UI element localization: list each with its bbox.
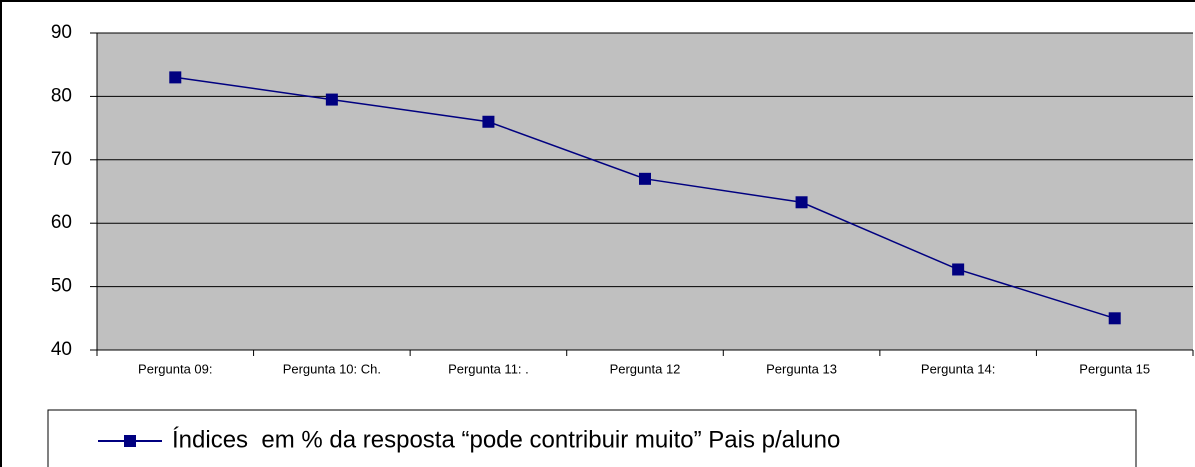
x-tick-label: Pergunta 11: . [448,361,529,376]
x-tick-label: Pergunta 14: [921,361,995,376]
y-tick-label: 70 [51,149,72,170]
plot-area [97,33,1193,350]
x-tick-label: Pergunta 09: [138,361,212,376]
legend-label: Índices em % da resposta “pode contribui… [172,426,840,453]
point [952,263,965,276]
x-tick-label: Pergunta 12 [610,361,681,376]
point [325,93,338,106]
y-tick-label: 80 [51,85,72,106]
point [639,172,651,185]
point [482,115,495,128]
x-tick-label: Pergunta 15 [1079,361,1150,376]
y-tick-label: 40 [51,339,72,360]
legend-marker [124,435,136,447]
legend-box [47,409,1137,467]
point [795,196,808,209]
point [169,71,182,84]
y-tick-label: 60 [51,212,72,233]
y-tick-label: 50 [51,276,72,297]
x-tick-label: Pergunta 10: Ch. [283,361,381,376]
point [1108,312,1121,325]
x-tick-label: Pergunta 13 [766,361,837,376]
y-tick-label: 90 [51,22,72,43]
